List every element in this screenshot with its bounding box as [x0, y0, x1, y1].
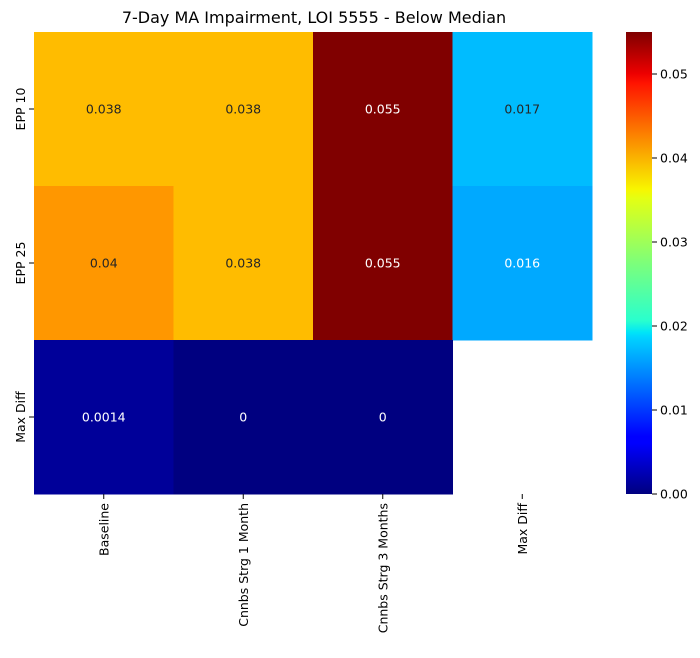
heatmap-cell — [313, 32, 453, 187]
cell-value-label: 0.038 — [225, 256, 261, 271]
cell-value-label: 0 — [379, 410, 387, 425]
y-axis: EPP 10 EPP 25 Max Diff — [13, 88, 34, 443]
cell-value-label: 0.038 — [86, 102, 122, 117]
colorbar-tick-label: 0.05 — [660, 67, 688, 82]
heatmap-cell — [173, 340, 314, 495]
x-axis: Baseline Cnnbs Strg 1 Month Cnnbs Strg 3 M… — [96, 494, 530, 633]
heatmap-cell — [313, 340, 453, 495]
heatmap-cell — [173, 32, 314, 187]
cell-value-label: 0.016 — [504, 256, 540, 271]
heatmap-cell — [34, 32, 174, 187]
heatmap-cell — [34, 340, 174, 495]
cell-value-label: 0.055 — [365, 256, 401, 271]
cell-value-label: 0.0014 — [82, 410, 126, 425]
heatmap-cell — [313, 186, 453, 341]
colorbar-tick-label: 0.00 — [660, 487, 688, 502]
y-tick-label: EPP 10 — [13, 88, 28, 131]
cell-value-label: 0 — [239, 410, 247, 425]
cell-value-label: 0.017 — [504, 102, 540, 117]
chart-title: 7-Day MA Impairment, LOI 5555 - Below Me… — [122, 8, 506, 27]
x-tick-label: Cnnbs Strg 3 Months — [375, 503, 390, 633]
heatmap-cells: 0.038 0.038 0.055 0.017 0.04 0.038 0.055 0.016 0… — [34, 32, 593, 495]
colorbar-tick-label: 0.04 — [660, 151, 688, 166]
colorbar-axis: 0.00 0.01 0.02 0.03 0.04 0.05 — [652, 67, 688, 502]
x-tick-label: Baseline — [96, 503, 111, 556]
colorbar-tick-label: 0.01 — [660, 403, 688, 418]
colorbar — [626, 32, 652, 494]
heatmap-cell — [34, 186, 174, 341]
cell-value-label: 0.055 — [365, 102, 401, 117]
cell-value-label: 0.04 — [90, 256, 118, 271]
heatmap-cell — [452, 32, 593, 187]
x-tick-label: Cnnbs Strg 1 Month — [236, 503, 251, 627]
cell-value-label: 0.038 — [225, 102, 261, 117]
heatmap-cell — [452, 186, 593, 341]
y-tick-label: EPP 25 — [13, 242, 28, 285]
x-tick-label: Max Diff — [515, 503, 530, 555]
colorbar-tick-label: 0.03 — [660, 235, 688, 250]
heatmap-cell — [173, 186, 314, 341]
y-tick-label: Max Diff — [13, 391, 28, 443]
colorbar-tick-label: 0.02 — [660, 319, 688, 334]
